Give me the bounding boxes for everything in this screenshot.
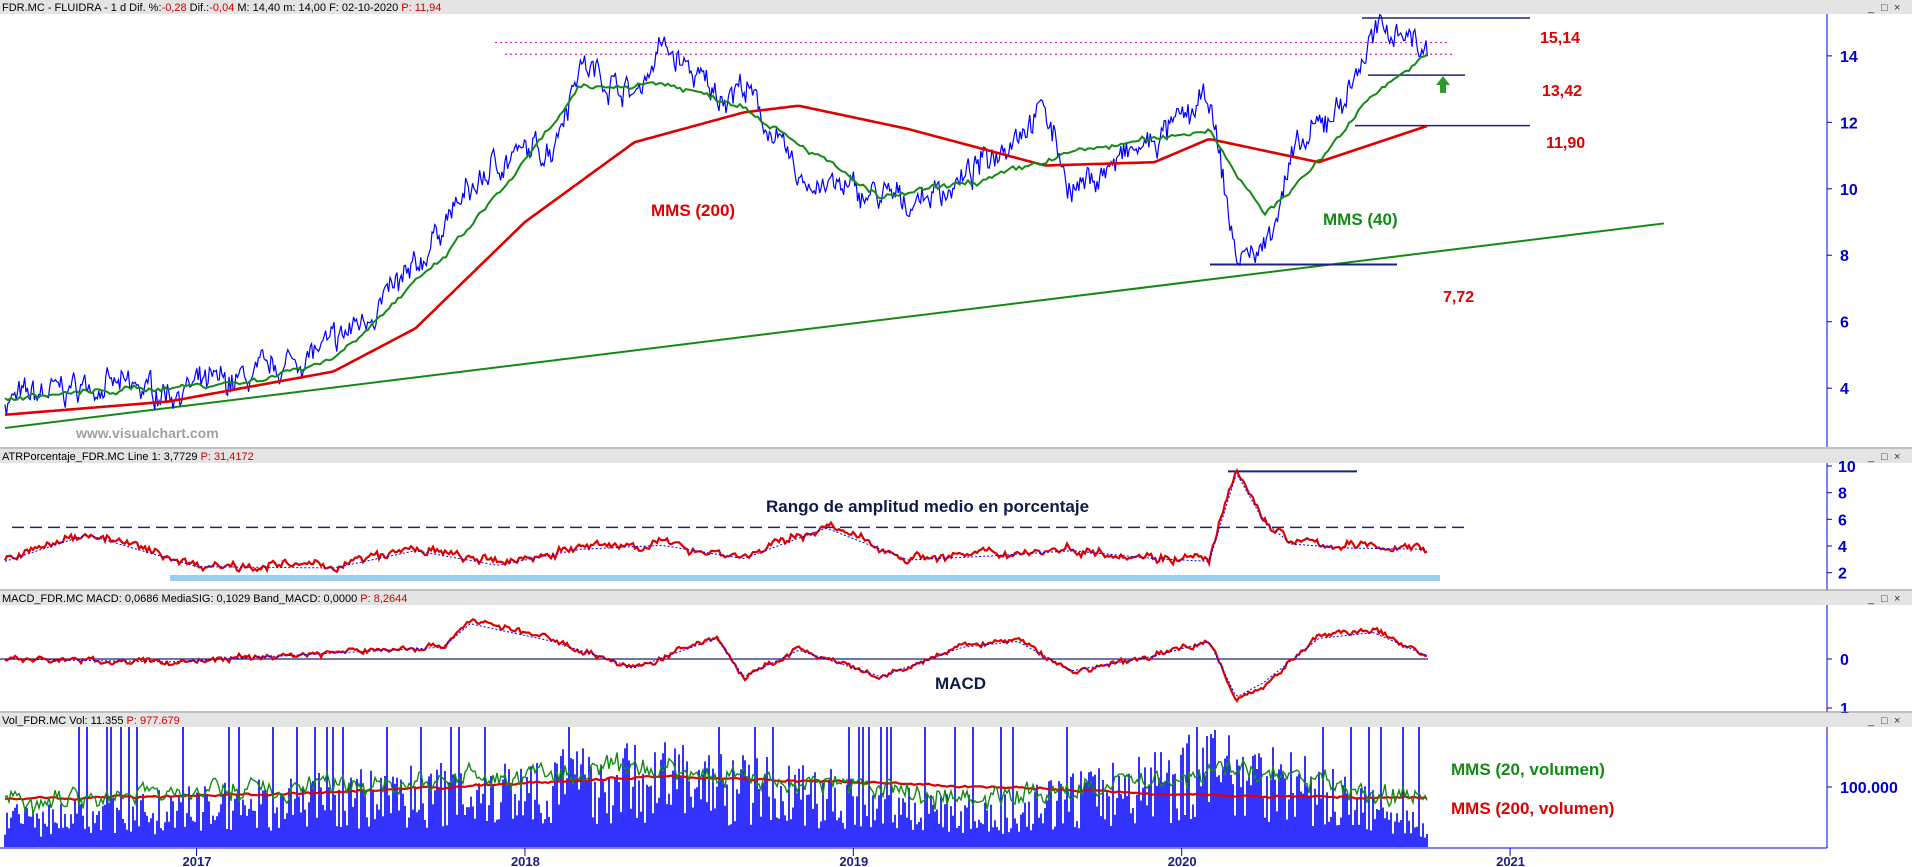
atr-signal-series <box>4 475 1427 569</box>
price-tick-label: 10 <box>1840 182 1858 199</box>
atr-window-buttons[interactable]: _ □ × <box>1867 451 1900 463</box>
header-segment: M: 14,40 m: 14,00 F: 02-10-2020 <box>234 2 398 14</box>
level-label-11-90: 11,90 <box>1546 135 1585 152</box>
atr-tick-label: 4 <box>1838 539 1847 556</box>
volume-bars <box>4 727 1428 847</box>
mms40-series <box>4 54 1428 402</box>
annotation-vol-mms20: MMS (20, volumen) <box>1451 760 1605 779</box>
annotation-mms200: MMS (200) <box>651 201 735 220</box>
header-segment: -0,28 <box>162 2 187 14</box>
watermark: www.visualchart.com <box>75 425 219 441</box>
annotation-atr: Rango de amplitud medio en porcentaje <box>766 497 1089 516</box>
x-tick-label: 2018 <box>511 854 540 867</box>
price-header-bar <box>0 0 1912 14</box>
price-window-buttons[interactable]: _ □ × <box>1867 2 1900 14</box>
atr-header-bar <box>0 449 1912 463</box>
macd-tick-label: 0 <box>1840 652 1849 669</box>
volume-tick-label: 100.000 <box>1840 780 1898 797</box>
up-arrow-icon <box>1436 76 1450 93</box>
volume-bar <box>4 727 1428 847</box>
minimize-button[interactable]: _ <box>1867 593 1875 605</box>
close-button[interactable]: × <box>1894 451 1900 463</box>
volume-y-ticks: 100.000 <box>1827 780 1898 797</box>
volume-header: Vol_FDR.MC Vol: 11.355 P: 977.679 <box>2 715 180 727</box>
atr-tick-label: 2 <box>1838 566 1847 583</box>
price-tick-label: 4 <box>1840 381 1849 398</box>
macd-signal-series <box>4 623 1428 697</box>
annotation-macd: MACD <box>935 674 986 693</box>
price-tick-label: 14 <box>1840 49 1858 66</box>
minimize-button[interactable]: _ <box>1867 451 1875 463</box>
level-label-15-14: 15,14 <box>1540 30 1580 47</box>
atr-tick-label: 10 <box>1838 459 1856 476</box>
macd-series <box>4 618 1428 704</box>
price-panel[interactable]: FDR.MC - FLUIDRA - 1 d Dif. %:-0,28 Dif.… <box>0 0 1912 447</box>
maximize-button[interactable]: □ <box>1881 2 1888 14</box>
level-label-7-72: 7,72 <box>1443 289 1474 306</box>
x-tick-label: 2019 <box>839 854 868 867</box>
atr-tick-label: 6 <box>1838 512 1847 529</box>
header-segment: FDR.MC - FLUIDRA - 1 d Dif. %: <box>2 2 162 14</box>
price-tick-label: 12 <box>1840 115 1858 132</box>
header-segment: Dif.: <box>187 2 210 14</box>
annotation-mms40: MMS (40) <box>1323 210 1398 229</box>
mms200-series <box>4 104 1428 416</box>
atr-tick-label: 8 <box>1838 486 1847 503</box>
macd-panel[interactable]: MACD_FDR.MC MACD: 0,0686 MediaSIG: 0,102… <box>0 589 1912 718</box>
price-tick-label: 8 <box>1840 248 1849 265</box>
x-tick-label: 2021 <box>1496 854 1525 867</box>
atr-y-ticks: 2 4 6 8 10 <box>1827 459 1856 583</box>
annotation-vol-mms200: MMS (200, volumen) <box>1451 799 1614 818</box>
minimize-button[interactable]: _ <box>1867 715 1875 727</box>
header-segment: MACD_FDR.MC MACD: 0,0686 MediaSIG: 0,102… <box>2 593 357 605</box>
close-button[interactable]: × <box>1894 593 1900 605</box>
header-segment: -0,04 <box>209 2 234 14</box>
header-segment: P: 977.679 <box>123 715 179 727</box>
volume-window-buttons[interactable]: _ □ × <box>1867 715 1900 727</box>
price-tick-label: 6 <box>1840 315 1849 332</box>
header-segment: Vol_FDR.MC Vol: 11.355 <box>2 715 123 727</box>
atr-header: ATRPorcentaje_FDR.MC Line 1: 3,7729 P: 3… <box>2 451 254 463</box>
close-button[interactable]: × <box>1894 2 1900 14</box>
macd-header-bar <box>0 591 1912 605</box>
macd-window-buttons[interactable]: _ □ × <box>1867 593 1900 605</box>
volume-panel[interactable]: Vol_FDR.MC Vol: 11.355 P: 977.679 _ □ × 10… <box>0 711 1912 848</box>
maximize-button[interactable]: □ <box>1881 451 1888 463</box>
header-segment: P: 31,4172 <box>197 451 253 463</box>
maximize-button[interactable]: □ <box>1881 715 1888 727</box>
volume-mms20-series <box>4 752 1428 816</box>
price-header: FDR.MC - FLUIDRA - 1 d Dif. %:-0,28 Dif.… <box>2 2 441 14</box>
atr-panel[interactable]: ATRPorcentaje_FDR.MC Line 1: 3,7729 P: 3… <box>0 447 1912 590</box>
price-y-ticks: 4 6 8 10 12 14 <box>1827 49 1858 398</box>
x-tick-label: 2017 <box>183 854 212 867</box>
atr-series <box>4 468 1428 574</box>
macd-tick-label: 1 <box>1840 701 1849 718</box>
header-segment: P: 11,94 <box>398 2 441 14</box>
price-series <box>4 13 1428 416</box>
x-axis-ticks: 2017 2018 2019 2020 2021 <box>183 848 1525 867</box>
level-label-13-42: 13,42 <box>1542 83 1582 100</box>
macd-header: MACD_FDR.MC MACD: 0,0686 MediaSIG: 0,102… <box>2 593 407 605</box>
minimize-button[interactable]: _ <box>1867 2 1875 14</box>
close-button[interactable]: × <box>1894 715 1900 727</box>
x-axis: 2017 2018 2019 2020 2021 <box>0 847 1827 867</box>
x-tick-label: 2020 <box>1168 854 1197 867</box>
header-segment: P: 8,2644 <box>357 593 407 605</box>
header-segment: ATRPorcentaje_FDR.MC Line 1: 3,7729 <box>2 451 197 463</box>
maximize-button[interactable]: □ <box>1881 593 1888 605</box>
volume-header-bar <box>0 713 1912 727</box>
long-term-trendline <box>4 222 1665 430</box>
macd-y-ticks: 01 <box>1827 652 1849 718</box>
